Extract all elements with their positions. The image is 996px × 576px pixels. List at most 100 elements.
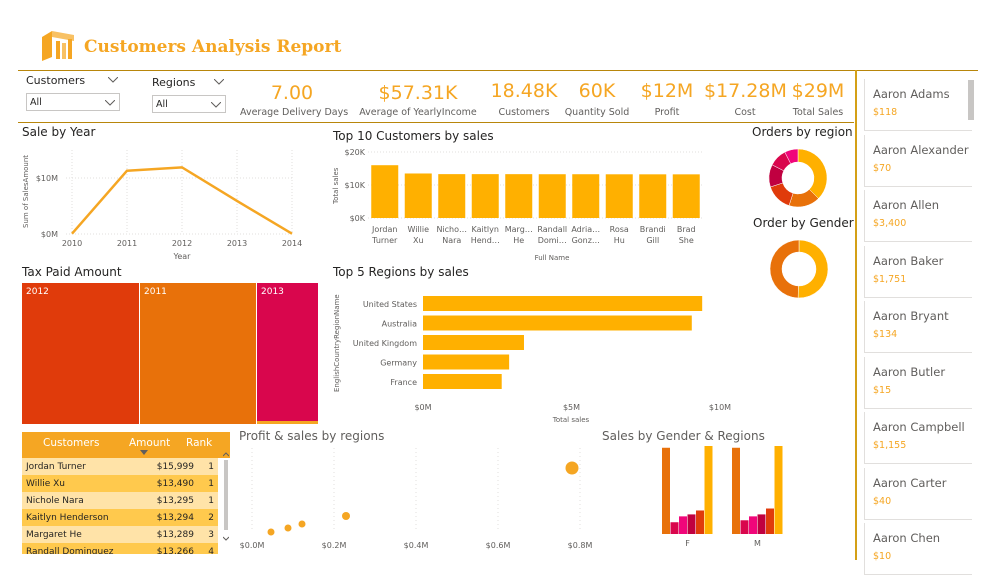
col-header-customers[interactable]: Customers <box>43 437 100 449</box>
bar[interactable] <box>538 174 566 218</box>
x-tick-label: 2012 <box>172 239 192 248</box>
bar[interactable] <box>423 315 692 331</box>
kpi-label: Average of YearlyIncome <box>359 107 477 118</box>
customer-card[interactable]: Aaron Baker $1,751 <box>864 245 972 298</box>
bar[interactable] <box>766 508 774 534</box>
orders-by-region-donut[interactable] <box>766 146 830 210</box>
table-row[interactable]: Kaitlyn Henderson $13,294 2 <box>22 509 218 526</box>
col-header-rank[interactable]: Rank <box>186 437 213 449</box>
bar[interactable] <box>757 514 766 534</box>
order-by-gender-donut[interactable] <box>768 238 830 300</box>
scatter-point[interactable] <box>298 520 306 528</box>
customer-name: Aaron Campbell <box>873 420 965 434</box>
y-axis-title: Total sales <box>332 167 340 205</box>
cell-customer: Randall Dominguez <box>26 546 114 555</box>
customer-card[interactable]: Aaron Butler $15 <box>864 356 972 409</box>
bar[interactable] <box>732 447 740 534</box>
customers-dropdown-value: All <box>30 97 42 108</box>
x-tick-label: Brandi <box>640 225 666 234</box>
donut-slice[interactable] <box>770 182 794 206</box>
kpi-profit: $12M Profit <box>636 80 698 118</box>
regions-dropdown[interactable]: All <box>152 95 226 113</box>
top5-chart[interactable]: EnglishCountryRegionName Total sales $0M… <box>328 284 748 426</box>
table-row[interactable]: Willie Xu $13,490 1 <box>22 475 218 492</box>
bar[interactable] <box>605 174 633 218</box>
card-list-scrollbar[interactable] <box>968 80 974 120</box>
bar[interactable] <box>774 446 783 534</box>
col-header-amount[interactable]: Amount <box>129 437 171 449</box>
bar[interactable] <box>505 174 533 218</box>
tax-paid-title: Tax Paid Amount <box>22 265 122 279</box>
bar[interactable] <box>740 520 749 534</box>
bar[interactable] <box>679 516 687 534</box>
scatter-point[interactable] <box>284 524 292 532</box>
bar[interactable] <box>672 174 700 218</box>
cell-amount: $13,295 <box>156 495 194 506</box>
customer-sales: $10 <box>873 551 892 562</box>
customers-dropdown[interactable]: All <box>26 93 120 111</box>
scroll-up-icon[interactable] <box>223 452 229 457</box>
customers-slicer[interactable]: Customers All <box>26 74 122 111</box>
cell-amount: $15,999 <box>156 461 194 472</box>
customer-card[interactable]: Aaron Allen $3,400 <box>864 190 972 242</box>
bar[interactable] <box>423 335 524 350</box>
treemap-tile-2013[interactable]: 2013 <box>257 283 318 421</box>
scrollbar-thumb[interactable] <box>224 460 228 530</box>
scatter-point[interactable] <box>267 528 275 536</box>
treemap-label: 2013 <box>261 287 284 297</box>
customer-card[interactable]: Aaron Carter $40 <box>864 467 972 520</box>
top10-chart[interactable]: Total sales Full Name $0K $10K $20K Jordan T… <box>328 142 728 264</box>
donut-slice[interactable] <box>797 239 829 299</box>
scatter-point[interactable] <box>565 461 579 475</box>
profit-sales-scatter[interactable]: $0.0M $0.2M $0.4M $0.6M $0.8M <box>236 444 606 556</box>
customer-card[interactable]: Aaron Bryant $134 <box>864 301 972 353</box>
x-tick-label: Hu <box>614 236 625 245</box>
treemap-tile-2012[interactable]: 2012 <box>22 283 140 424</box>
x-tick-label: She <box>679 236 694 245</box>
scroll-down-icon[interactable] <box>223 536 229 541</box>
regions-slicer[interactable]: Regions All <box>152 76 228 113</box>
customer-name: Aaron Baker <box>873 253 944 268</box>
table-row[interactable]: Jordan Turner $15,999 1 <box>22 458 218 475</box>
bar[interactable] <box>438 174 466 218</box>
bar[interactable] <box>639 174 667 218</box>
donut-slice[interactable] <box>784 148 799 165</box>
bar[interactable] <box>696 510 704 534</box>
bar[interactable] <box>704 446 713 534</box>
bar[interactable] <box>749 516 757 534</box>
customer-card[interactable]: Aaron Chen $10 <box>864 523 972 575</box>
treemap-tile-2014[interactable] <box>257 421 318 424</box>
x-tick-label: $0.2M <box>322 541 347 550</box>
bar[interactable] <box>371 165 399 218</box>
table-row[interactable]: Margaret He $13,289 3 <box>22 526 218 543</box>
bar[interactable] <box>423 354 510 370</box>
sale-by-year-chart[interactable]: Sum of SalesAmount Year $0M $10M 2010 2011 2… <box>18 142 318 262</box>
customer-card[interactable]: Aaron Adams $118 <box>864 79 972 131</box>
donut-slice[interactable] <box>769 239 800 299</box>
customer-card-list[interactable]: Aaron Adams $118 Aaron Alexander $70 Aaron A… <box>860 74 980 575</box>
bar[interactable] <box>423 374 502 389</box>
treemap-label: 2012 <box>26 287 49 297</box>
bar[interactable] <box>471 174 499 218</box>
customers-table[interactable]: Customers Amount Rank Jordan Turner $15,9… <box>22 432 230 554</box>
bar[interactable] <box>687 514 696 534</box>
y-tick-label: $10K <box>344 181 365 190</box>
bar[interactable] <box>670 522 679 534</box>
bar[interactable] <box>404 173 432 218</box>
table-row[interactable]: Nichole Nara $13,295 1 <box>22 492 218 509</box>
x-tick-label: Gill <box>646 236 659 245</box>
treemap-tile-2011[interactable]: 2011 <box>140 283 257 424</box>
bar[interactable] <box>423 296 703 311</box>
table-scrollbar[interactable] <box>222 452 230 548</box>
table-row[interactable]: Randall Dominguez $13,266 4 <box>22 543 218 554</box>
sort-descending-icon <box>140 450 148 455</box>
tax-paid-treemap[interactable]: 2012 2011 2013 <box>22 283 318 424</box>
customer-card[interactable]: Aaron Campbell $1,155 <box>864 412 972 464</box>
cell-customer: Willie Xu <box>26 478 65 489</box>
donut-slice[interactable] <box>797 148 828 199</box>
customer-card[interactable]: Aaron Alexander $70 <box>864 134 972 187</box>
bar[interactable] <box>662 447 670 534</box>
scatter-point[interactable] <box>342 512 350 520</box>
bar[interactable] <box>572 174 600 218</box>
